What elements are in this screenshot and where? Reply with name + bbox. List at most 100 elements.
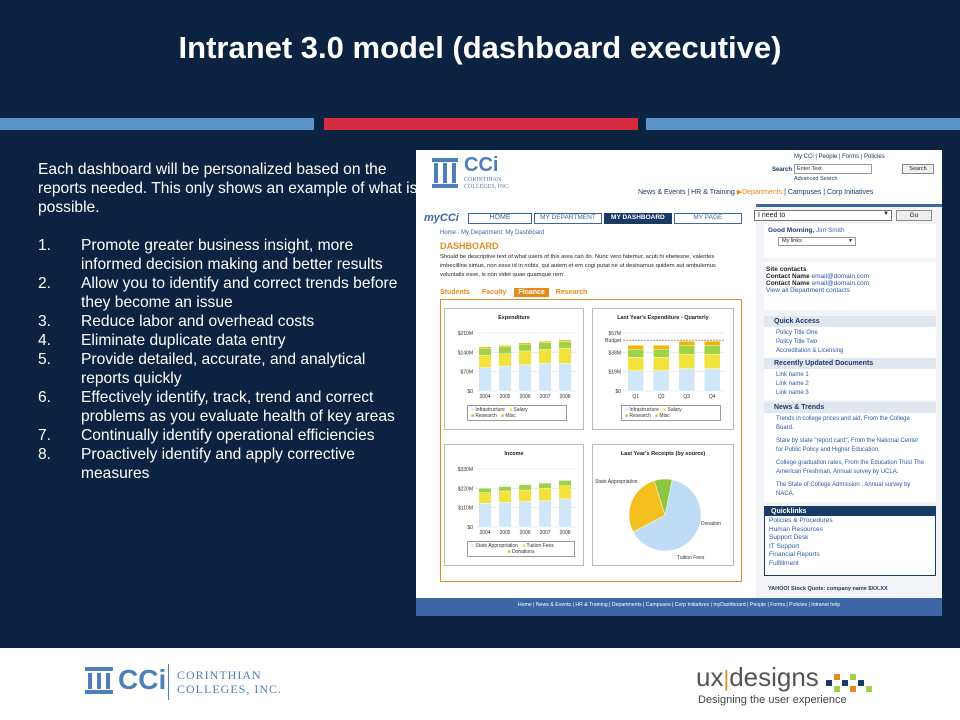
uxdesigns-logo: ux|designs — [696, 662, 819, 693]
income-chart: $0 $110M $220M $330M 2004 2005 2006 2007 2008 — [458, 467, 575, 536]
tab-my-department[interactable]: MY DEPARTMENT — [533, 213, 602, 224]
benefit-text: Proactively identify and apply correctiv… — [81, 446, 355, 482]
search-input[interactable]: Enter Text — [794, 164, 872, 174]
view-all-contacts-link[interactable]: View all Department contacts — [766, 287, 851, 294]
category-label: Q3 — [683, 394, 690, 400]
tab-my-dashboard[interactable]: MY DASHBOARD — [603, 213, 672, 224]
link-item[interactable]: Link name 2 — [776, 381, 809, 387]
link-item[interactable]: The State of College Admission , Annual … — [776, 482, 911, 497]
search-button[interactable]: Search — [902, 164, 934, 174]
link-item[interactable]: Policy Title Two — [776, 339, 818, 345]
bar-segment — [518, 489, 532, 502]
link-item[interactable]: Link name 1 — [776, 372, 809, 378]
subtab-finance[interactable]: Finance — [514, 288, 549, 297]
go-button[interactable]: Go — [896, 210, 932, 221]
link-item[interactable]: Human Resources — [769, 525, 823, 533]
legend-swatch: ■ — [471, 543, 475, 549]
link-item[interactable]: Accreditation & Licensing — [776, 348, 844, 354]
contact-email[interactable]: email@domain.com — [811, 273, 870, 280]
legend-swatch: ■ — [625, 413, 629, 419]
legend-tuition: Tuition Fees — [526, 543, 554, 549]
bar-segment — [627, 349, 644, 358]
budget-label: Budget — [605, 338, 621, 344]
user-name: Jim Smith — [816, 227, 845, 234]
link-item[interactable]: IT Support — [769, 542, 800, 550]
bar-segment — [558, 485, 572, 500]
my-links-label: My links — [782, 238, 802, 244]
legend-swatch: ■ — [655, 413, 659, 419]
i-need-to-select[interactable]: I need to ▼ — [754, 210, 892, 221]
legend-swatch: ■ — [471, 413, 475, 419]
bar-segment — [478, 347, 492, 356]
bar-segment — [478, 367, 492, 392]
news-panel: News & Trends Trends in college prices a… — [764, 402, 936, 502]
site-logo-sub2: COLLEGES, INC. — [464, 184, 510, 190]
bar-segment — [478, 503, 492, 528]
bar-segment — [498, 353, 512, 367]
greeting-panel: Good Morning, Jim Smith My links ▼ — [764, 224, 936, 258]
quick-access-panel: Quick Access Policy Title One Policy Titl… — [764, 316, 936, 360]
pixel-squares-icon — [826, 674, 872, 692]
subtab-students[interactable]: Students — [440, 289, 470, 296]
link-item[interactable]: College graduation rates, From the Educa… — [776, 460, 924, 475]
pie-slice — [628, 480, 666, 533]
tab-my-page[interactable]: MY PAGE — [673, 213, 742, 224]
category-label: 2004 — [479, 394, 490, 400]
recent-docs-panel: Recently Updated Documents Link name 1 Li… — [764, 358, 936, 400]
divider-stripe-left — [0, 118, 314, 130]
designs-text: designs — [729, 662, 819, 692]
benefit-number: 5. — [38, 351, 52, 368]
legend-swatch: ■ — [471, 407, 475, 413]
bar-segment — [478, 488, 492, 493]
my-links-select[interactable]: My links ▼ — [778, 237, 856, 246]
subtab-research[interactable]: Research — [555, 289, 588, 296]
link-item[interactable]: Policy Title One — [776, 330, 818, 336]
bar-segment — [704, 345, 721, 355]
link-item[interactable]: Financial Reports — [769, 551, 820, 558]
expenditure-legend: ■ Infrastructure ■ Salary ■ Research ■ M… — [467, 405, 567, 421]
bar-segment — [498, 345, 512, 348]
ux-text: ux — [696, 662, 724, 692]
site-logo-sub1: CORINTHIAN — [464, 177, 502, 183]
link-item[interactable]: Fulfillment — [769, 559, 799, 567]
nav-news-hr[interactable]: News & Events | HR & Training — [638, 189, 735, 196]
site-contacts-title: Site contacts — [766, 266, 807, 273]
bar-segment — [498, 502, 512, 528]
footer-links[interactable]: Home | News & Events | HR & Training | D… — [517, 602, 841, 608]
link-item[interactable]: Policies & Procedures — [769, 517, 833, 524]
bar-segment — [498, 365, 512, 392]
tab-home[interactable]: HOME — [468, 213, 532, 224]
divider-stripe-center — [324, 118, 638, 130]
tick-label: $210M — [458, 331, 473, 337]
category-label: Q4 — [709, 394, 716, 400]
bar-segment — [653, 345, 670, 350]
benefit-number: 7. — [38, 427, 52, 444]
tick-label: $0 — [615, 389, 621, 395]
income-chart-title: Income — [504, 451, 524, 457]
slide-footer: CCi CORINTHIAN COLLEGES, INC. ux|designs… — [0, 648, 960, 720]
breadcrumb[interactable]: Home : My Department: My Dashboard — [440, 230, 545, 236]
subtab-faculty[interactable]: Faculty — [481, 289, 507, 296]
top-links[interactable]: My CCi | People | Forms | Policies — [794, 154, 885, 160]
bar-segment — [653, 349, 670, 358]
link-item[interactable]: State by state "report card", From the N… — [776, 438, 919, 453]
dashboard-description: Should be descriptive text of what users… — [440, 254, 716, 278]
bar-segment — [558, 341, 572, 349]
advanced-search-link[interactable]: Advanced Search — [794, 176, 838, 182]
quick-access-list: Policy Title One Policy Title Two Accredit… — [764, 327, 936, 358]
link-item[interactable]: Trends in college prices and aid, From t… — [776, 416, 910, 431]
link-item[interactable]: Link name 3 — [776, 390, 809, 396]
bar-segment — [498, 486, 512, 492]
nav-campuses-corp[interactable]: | Campuses | Corp Initiatives — [784, 189, 874, 196]
legend-swatch: ■ — [625, 407, 629, 413]
news-title: News & Trends — [764, 402, 936, 413]
legend-misc: Misc — [505, 413, 516, 419]
greeting-text: Good Morning, — [768, 227, 815, 234]
link-item[interactable]: Support Desk — [769, 534, 809, 541]
benefits-list: 1. Promote greater business insight, more… — [38, 236, 418, 483]
contact-email[interactable]: email@domain.com — [811, 280, 870, 287]
bar-segment — [538, 488, 552, 501]
nav-departments[interactable]: Departments — [742, 189, 783, 196]
category-label: 2006 — [519, 394, 530, 400]
recent-docs-title: Recently Updated Documents — [764, 358, 936, 369]
